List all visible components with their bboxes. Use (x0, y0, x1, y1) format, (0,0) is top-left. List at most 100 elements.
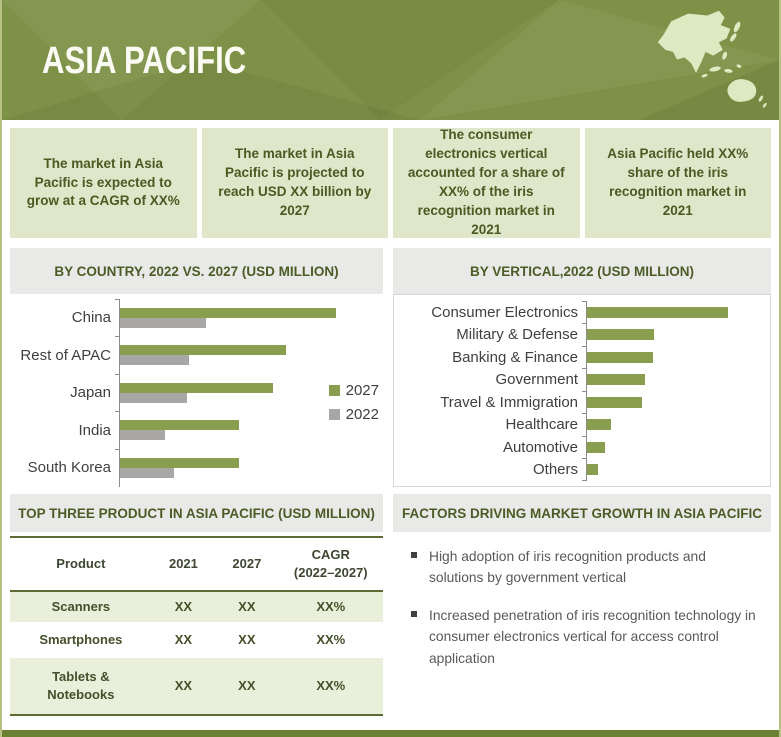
bar-group (115, 411, 383, 449)
chart-row: South Korea (10, 448, 383, 487)
cell-2027: XX (238, 632, 256, 648)
section-title-factors: FACTORS DRIVING MARKET GROWTH IN ASIA PA… (393, 494, 771, 532)
bar-2022 (120, 467, 174, 478)
bar-value (587, 329, 654, 341)
bar-group (582, 323, 764, 346)
chart-row: Automotive (394, 435, 764, 459)
bar-group (582, 300, 764, 324)
bar-value (587, 351, 653, 363)
bar-2027 (120, 382, 273, 393)
chart-row: Banking & Finance (394, 345, 764, 369)
factor-bullet: Increased penetration of iris recognitio… (407, 605, 761, 669)
highlight-text: Asia Pacific held XX% share of the iris … (607, 146, 749, 218)
table-row-scanners: Scanners XX XX XX% (10, 592, 383, 622)
bar-2022 (120, 317, 206, 328)
cell-2021: XX (174, 632, 193, 648)
legend-label: 2022 (345, 406, 379, 423)
highlight-box-share: Asia Pacific held XX% share of the iris … (584, 128, 771, 238)
asia-pacific-map-icon (644, 6, 769, 111)
chart-row: Military & Defense (394, 323, 764, 346)
category-label: Others (532, 461, 578, 479)
highlight-box-cagr: The market in Asia Pacific is expected t… (10, 128, 197, 238)
bar-value (587, 396, 642, 408)
cell-2027: XX (238, 678, 256, 694)
cell-2021: XX (174, 599, 193, 615)
highlight-text: The market in Asia Pacific is expected t… (26, 155, 180, 209)
legend-item-2027: 2027 (328, 382, 379, 399)
bullet-square-icon (411, 610, 417, 617)
bar-group (115, 373, 383, 412)
bar-group (115, 298, 383, 337)
highlight-text: The consumer electronics vertical accoun… (407, 127, 565, 237)
chart-row: Travel & Immigration (394, 390, 764, 414)
category-label: China (71, 309, 111, 327)
top-products-table: Product 2021 2027 CAGR (2022–2027) Scann… (10, 536, 383, 716)
bar-2022 (120, 430, 165, 441)
legend-swatch-2027 (328, 385, 340, 396)
bullet-square-icon (411, 552, 417, 558)
cell-cagr: XX% (316, 599, 346, 615)
category-label: Japan (70, 384, 111, 402)
bottom-content-row: Product 2021 2027 CAGR (2022–2027) Scann… (10, 532, 771, 716)
chart-row: Others (394, 458, 764, 481)
chart-row: Consumer Electronics (394, 300, 764, 324)
category-label: Military & Defense (456, 326, 578, 344)
bar-group (582, 413, 764, 436)
chart-row: Rest of APAC (10, 336, 383, 374)
bar-value (587, 419, 611, 431)
table-row-tablets-notebooks: Tablets & Notebooks XX XX XX% (10, 658, 383, 714)
bar-2022 (120, 392, 187, 403)
cell-product: Scanners (51, 599, 111, 615)
highlight-box-consumer-electronics: The consumer electronics vertical accoun… (393, 127, 580, 238)
chart-row: Government (394, 368, 764, 391)
bar-group (582, 435, 764, 459)
section-title-by-country: BY COUNTRY, 2022 VS. 2027 (USD MILLION) (10, 248, 383, 294)
factor-text: Increased penetration of iris recognitio… (429, 607, 756, 666)
bar-value (587, 306, 728, 318)
bar-value (587, 374, 645, 386)
chart-row: Healthcare (394, 413, 764, 436)
section-title-by-vertical: BY VERTICAL,2022 (USD MILLION) (393, 248, 771, 294)
bottom-titles-row: TOP THREE PRODUCT IN ASIA PACIFIC (USD M… (10, 494, 771, 532)
chart-titles-row: BY COUNTRY, 2022 VS. 2027 (USD MILLION) … (10, 248, 771, 294)
bar-2027 (120, 457, 239, 468)
legend-swatch-2022 (328, 409, 340, 420)
highlight-box-projection: The market in Asia Pacific is projected … (201, 128, 388, 238)
bar-2022 (120, 355, 189, 366)
category-label: Consumer Electronics (431, 303, 578, 321)
highlight-boxes-row: The market in Asia Pacific is expected t… (10, 127, 771, 238)
bar-2027 (120, 420, 239, 431)
table-header-row: Product 2021 2027 CAGR (2022–2027) (10, 538, 383, 592)
highlight-text: The market in Asia Pacific is projected … (218, 146, 372, 218)
bar-2027 (120, 307, 336, 318)
by-vertical-chart: Consumer Electronics Military & Defense … (393, 294, 771, 487)
chart-legend: 2027 2022 (328, 382, 379, 423)
chart-row: Japan (10, 373, 383, 412)
factor-bullet: High adoption of iris recognition produc… (407, 546, 761, 589)
section-title-top-products: TOP THREE PRODUCT IN ASIA PACIFIC (USD M… (10, 494, 383, 532)
category-label: South Korea (27, 459, 111, 477)
category-label: India (78, 421, 111, 439)
legend-label: 2027 (345, 382, 379, 399)
column-header-product: Product (56, 556, 106, 572)
bar-group (582, 345, 764, 369)
chart-row: China (10, 298, 383, 337)
charts-row: China Rest of APAC Japan (10, 294, 771, 487)
footer-bar (2, 730, 779, 737)
chart-row: India (10, 411, 383, 449)
factor-text: High adoption of iris recognition produc… (429, 549, 706, 586)
category-label: Banking & Finance (452, 348, 578, 366)
header-facets-decoration (2, 0, 779, 120)
cell-product: Tablets & Notebooks (47, 669, 115, 702)
column-header-cagr: CAGR (2022–2027) (293, 547, 368, 580)
column-header-2027: 2027 (232, 556, 262, 572)
by-country-chart: China Rest of APAC Japan (10, 294, 383, 487)
cell-2027: XX (238, 599, 256, 615)
category-label: Government (495, 371, 578, 389)
bar-2027 (120, 345, 286, 356)
category-label: Healthcare (505, 416, 578, 434)
cell-product: Smartphones (39, 632, 123, 648)
category-label: Travel & Immigration (440, 393, 578, 411)
cell-cagr: XX% (316, 632, 346, 648)
